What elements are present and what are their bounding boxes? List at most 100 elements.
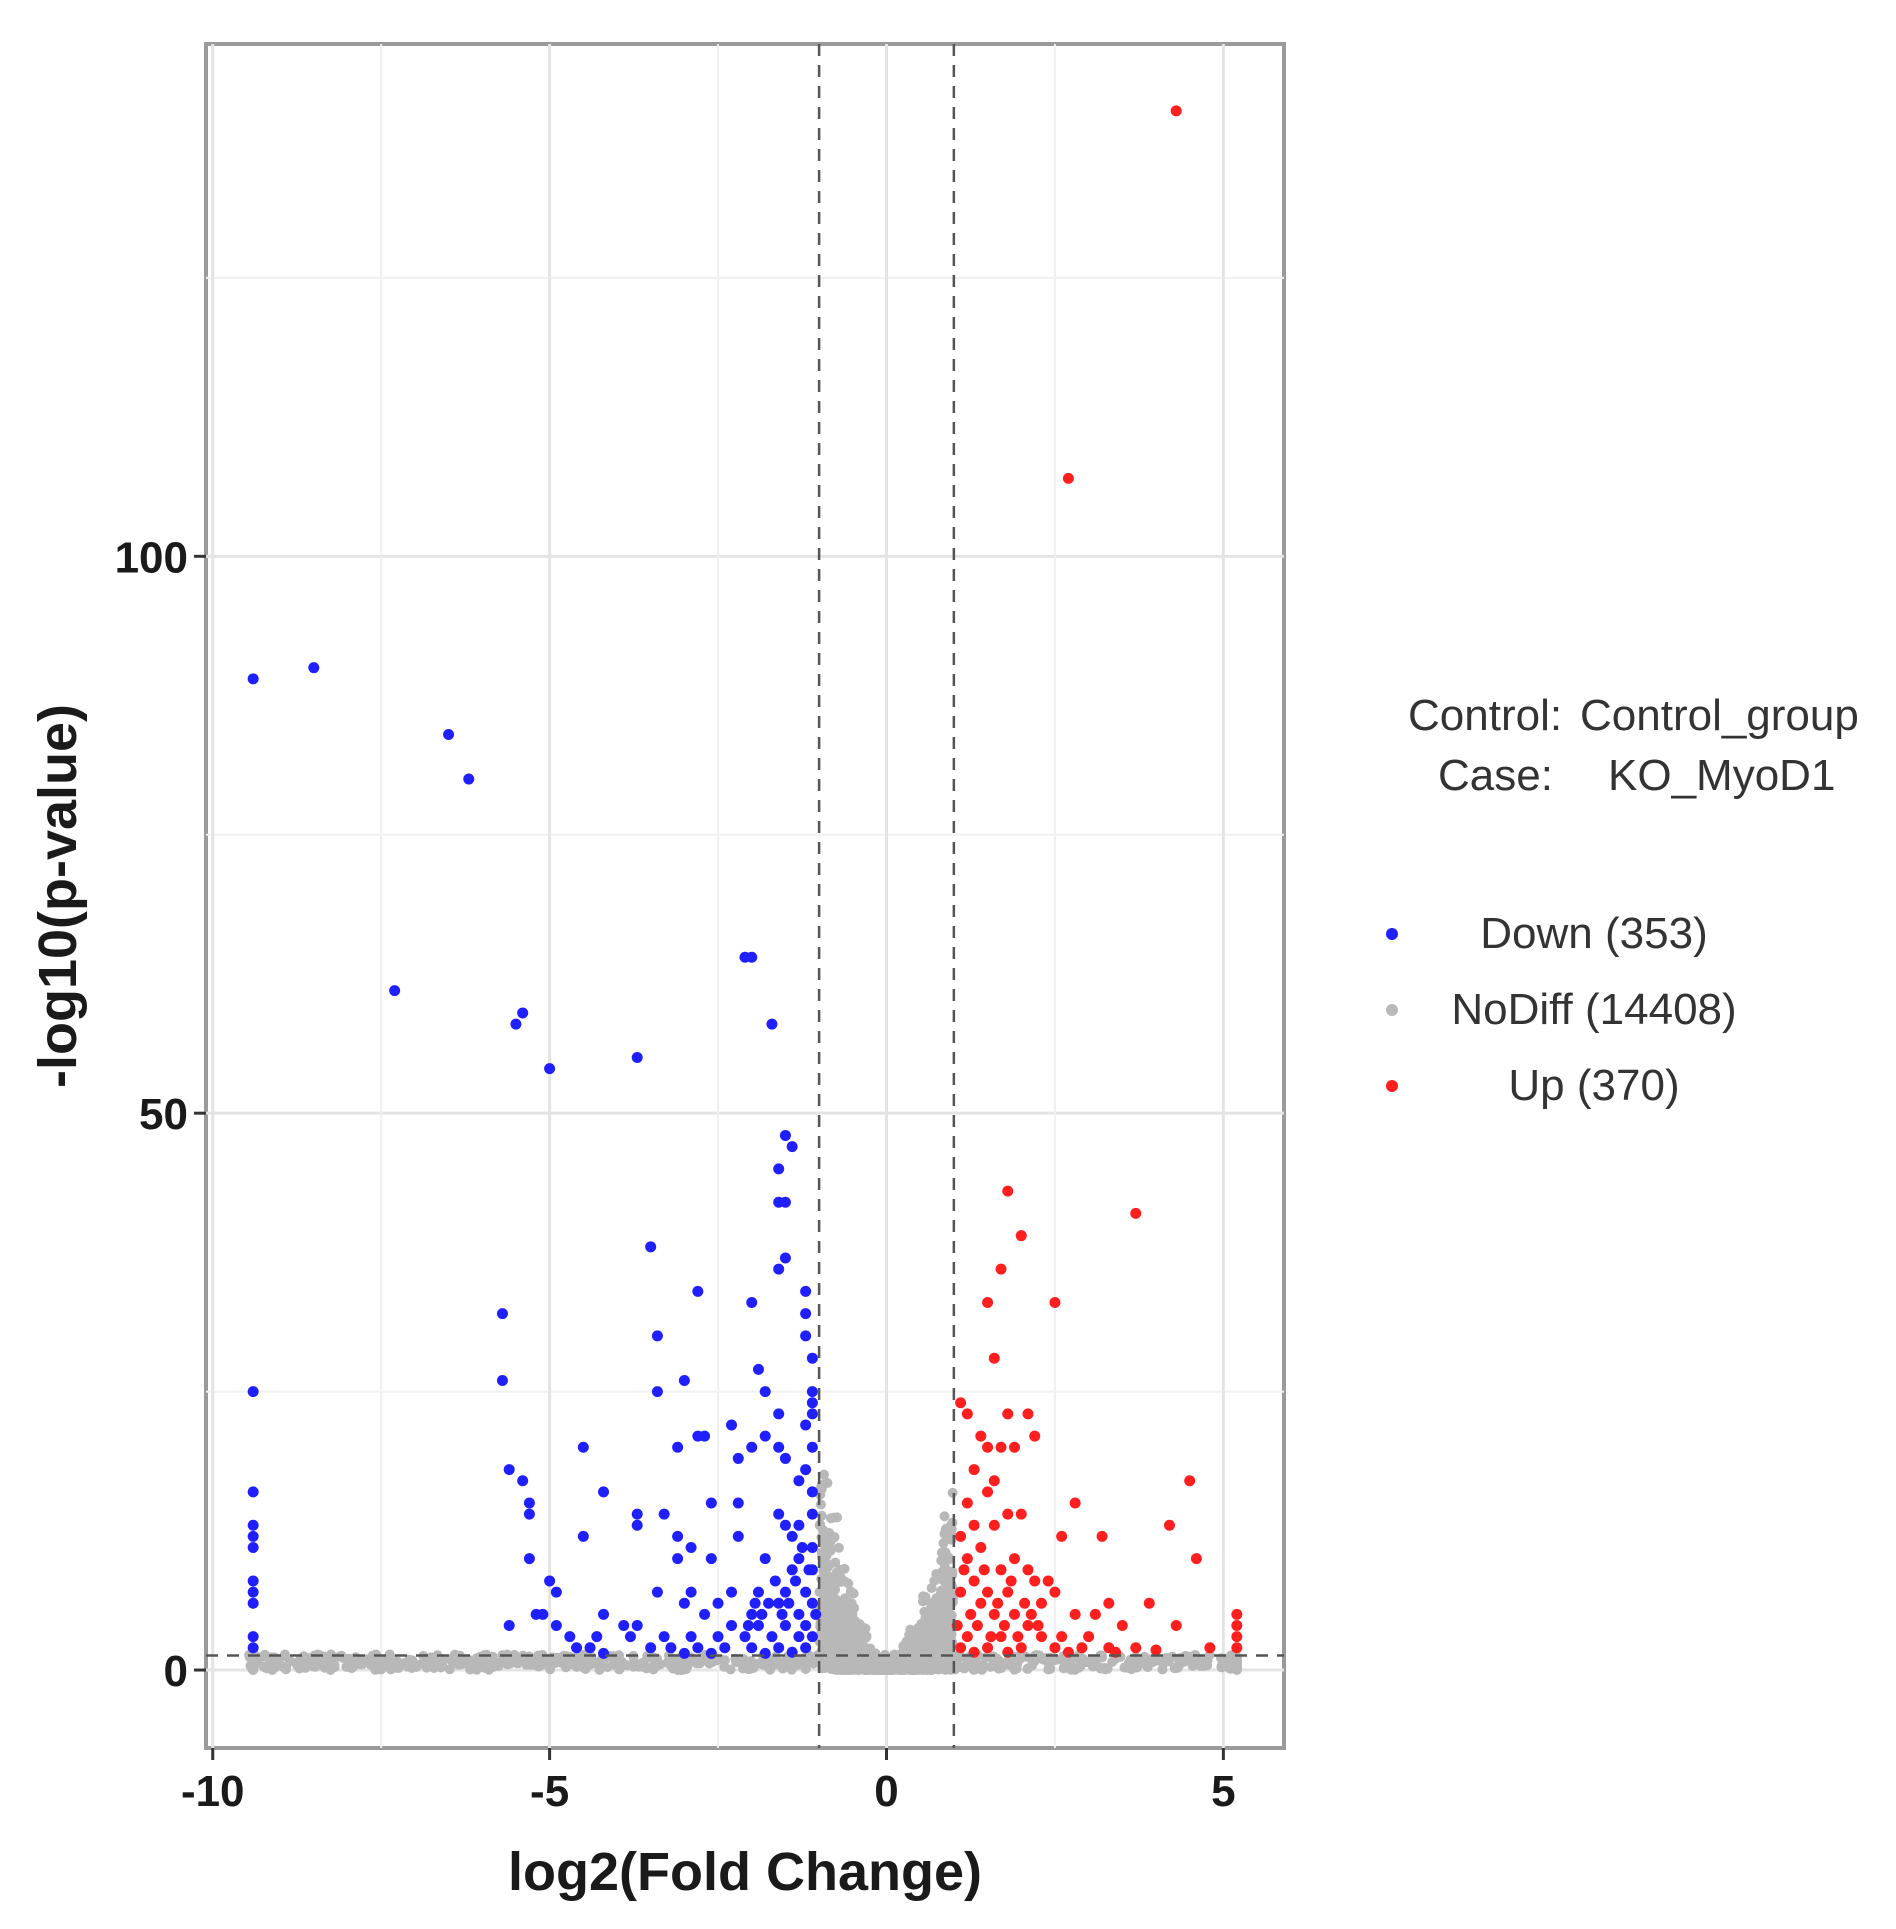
up-point <box>988 1352 1000 1364</box>
nodiff-point <box>867 1663 878 1674</box>
nodiff-point <box>681 1664 692 1675</box>
down-point <box>769 1575 781 1587</box>
up-point <box>988 1608 1000 1620</box>
down-point <box>796 1542 808 1554</box>
up-point <box>975 1542 987 1554</box>
down-point <box>806 1631 818 1643</box>
down-point <box>793 1519 805 1531</box>
up-point <box>1069 1497 1081 1509</box>
down-point <box>517 1475 529 1487</box>
x-tick-label: -5 <box>530 1767 569 1816</box>
down-point <box>544 1575 556 1587</box>
threshold-lines-layer <box>206 44 1284 1748</box>
down-point <box>658 1631 670 1643</box>
up-point <box>1042 1575 1054 1587</box>
down-point <box>598 1608 610 1620</box>
nodiff-point <box>487 1651 498 1662</box>
x-tick-label: 0 <box>874 1767 898 1816</box>
nodiff-point <box>941 1624 952 1635</box>
down-point <box>806 1386 818 1398</box>
down-point <box>800 1308 812 1320</box>
down-point <box>247 1519 259 1531</box>
down-point <box>247 1597 259 1609</box>
nodiff-point <box>849 1602 860 1613</box>
down-point <box>806 1542 818 1554</box>
up-point <box>968 1464 980 1476</box>
nodiff-point <box>835 1620 846 1631</box>
nodiff-point <box>1102 1663 1113 1674</box>
nodiff-point <box>941 1660 952 1671</box>
up-point <box>1022 1619 1034 1631</box>
nodiff-point <box>845 1586 856 1597</box>
down-point <box>773 1597 785 1609</box>
down-point <box>550 1586 562 1598</box>
down-point <box>810 1608 822 1620</box>
case-value: KO_MyoD1 <box>1608 751 1835 800</box>
nodiff-point <box>1150 1655 1161 1666</box>
down-point <box>699 1608 711 1620</box>
legend-marker <box>1386 928 1398 940</box>
down-point <box>746 1441 758 1453</box>
up-point <box>982 1297 994 1309</box>
nodiff-point <box>307 1659 318 1670</box>
up-point <box>988 1475 1000 1487</box>
nodiff-point <box>1015 1653 1026 1664</box>
up-point <box>1032 1619 1044 1631</box>
up-point <box>982 1586 994 1598</box>
up-point <box>1009 1608 1020 1620</box>
down-point <box>598 1486 610 1498</box>
significant-points-layer <box>247 105 1243 1659</box>
nodiff-point <box>918 1652 929 1663</box>
down-point <box>651 1330 663 1342</box>
down-point <box>624 1631 636 1643</box>
nodiff-point <box>1183 1655 1194 1666</box>
nodiff-point <box>593 1659 604 1670</box>
down-point <box>739 1631 751 1643</box>
up-point <box>1005 1575 1017 1587</box>
nodiff-point <box>1195 1660 1206 1671</box>
nodiff-point <box>643 1651 654 1662</box>
down-point <box>658 1508 670 1520</box>
case-label: Case: <box>1438 751 1553 800</box>
nodiff-point <box>977 1659 988 1670</box>
nodiff-point <box>816 1482 827 1493</box>
nodiff-point <box>933 1623 944 1634</box>
down-point <box>523 1497 535 1509</box>
down-point <box>786 1564 798 1576</box>
up-point <box>975 1430 987 1442</box>
up-point <box>961 1497 973 1509</box>
down-point <box>806 1352 818 1364</box>
down-point <box>773 1163 785 1175</box>
up-point <box>955 1530 967 1542</box>
control-label: Control: <box>1408 691 1562 740</box>
down-point <box>577 1441 589 1453</box>
nodiff-point <box>707 1657 718 1668</box>
nodiff-point <box>818 1559 829 1570</box>
down-point <box>793 1631 805 1643</box>
down-point <box>247 1486 259 1498</box>
up-point <box>1002 1508 1014 1520</box>
nodiff-point <box>843 1616 854 1627</box>
up-point <box>988 1519 1000 1531</box>
nodiff-point <box>1231 1665 1242 1676</box>
nodiff-point <box>905 1624 916 1635</box>
down-point <box>678 1374 690 1386</box>
nodiff-point <box>585 1659 596 1670</box>
y-tick-label: 50 <box>139 1090 188 1139</box>
legend-label: NoDiff (14408) <box>1451 985 1736 1034</box>
down-point <box>806 1597 818 1609</box>
down-point <box>463 773 475 785</box>
up-point <box>1163 1519 1175 1531</box>
y-tick-label: 0 <box>164 1647 188 1696</box>
up-point <box>1019 1597 1031 1609</box>
down-point <box>726 1586 738 1598</box>
down-point <box>685 1586 697 1598</box>
up-point <box>1130 1207 1142 1219</box>
down-point <box>752 1363 764 1375</box>
down-point <box>496 1374 508 1386</box>
nodiff-point <box>829 1512 840 1523</box>
down-point <box>692 1285 704 1297</box>
down-point <box>790 1575 802 1587</box>
